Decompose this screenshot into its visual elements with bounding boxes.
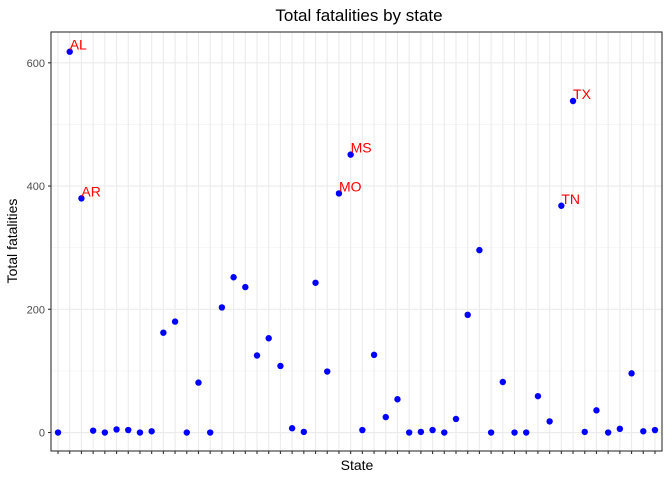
data-point [405, 429, 413, 436]
data-points [54, 48, 659, 436]
point-label: AL [70, 37, 87, 53]
data-point [464, 311, 471, 319]
y-tick-label: 200 [27, 304, 45, 316]
data-point [581, 428, 588, 436]
y-tick-label: 600 [27, 58, 45, 70]
point-label: MO [339, 178, 362, 194]
point-labels: AL AR MO MS TN TX [70, 37, 592, 207]
data-point [523, 429, 530, 436]
data-point [78, 195, 85, 202]
data-point [312, 279, 319, 286]
data-point [125, 426, 132, 434]
data-point [206, 429, 214, 436]
data-point [183, 429, 190, 436]
panel-border [50, 31, 663, 452]
data-point [511, 429, 518, 436]
data-point [640, 428, 647, 435]
data-point [160, 329, 167, 336]
grid-lines [51, 32, 662, 451]
data-point [277, 362, 284, 370]
data-point [487, 429, 495, 436]
chart-title: Total fatalities by state [275, 6, 442, 25]
data-point [359, 426, 366, 434]
data-point [335, 190, 343, 197]
data-point [288, 425, 296, 432]
y-tick-label: 0 [39, 428, 45, 440]
data-point [382, 413, 389, 421]
data-point [593, 407, 600, 414]
data-point [476, 246, 483, 254]
data-point [616, 425, 624, 433]
data-point [651, 426, 659, 434]
data-point [441, 429, 448, 436]
axes: 0 200 400 600 [27, 31, 663, 454]
data-point [265, 335, 272, 342]
data-point [347, 151, 354, 158]
data-point [54, 429, 62, 436]
point-label: TX [573, 86, 592, 102]
data-point [534, 392, 542, 400]
data-point [370, 351, 378, 359]
data-point [253, 352, 261, 359]
data-point [218, 304, 226, 311]
data-point [452, 415, 460, 423]
point-label: TN [561, 191, 580, 207]
data-point [604, 429, 612, 436]
data-point [66, 48, 73, 55]
data-point [195, 379, 202, 386]
data-point [394, 396, 401, 403]
point-label: AR [81, 183, 100, 199]
data-point [558, 202, 565, 209]
data-point [242, 283, 249, 291]
data-point [89, 427, 97, 434]
data-point [171, 318, 179, 325]
data-point [628, 370, 635, 377]
data-point [324, 368, 331, 375]
data-point [148, 428, 155, 435]
data-point [417, 428, 425, 436]
data-point [101, 429, 109, 436]
data-point [569, 97, 577, 105]
data-point [300, 428, 308, 436]
data-point [113, 426, 120, 433]
x-axis-title: State [341, 457, 374, 473]
data-point [136, 429, 144, 436]
y-tick-label: 400 [27, 181, 45, 193]
data-point [499, 378, 507, 386]
data-point [230, 274, 237, 281]
data-point [546, 418, 553, 425]
point-label: MS [351, 140, 372, 156]
y-axis-title: Total fatalities [4, 199, 20, 284]
data-point [429, 426, 436, 434]
